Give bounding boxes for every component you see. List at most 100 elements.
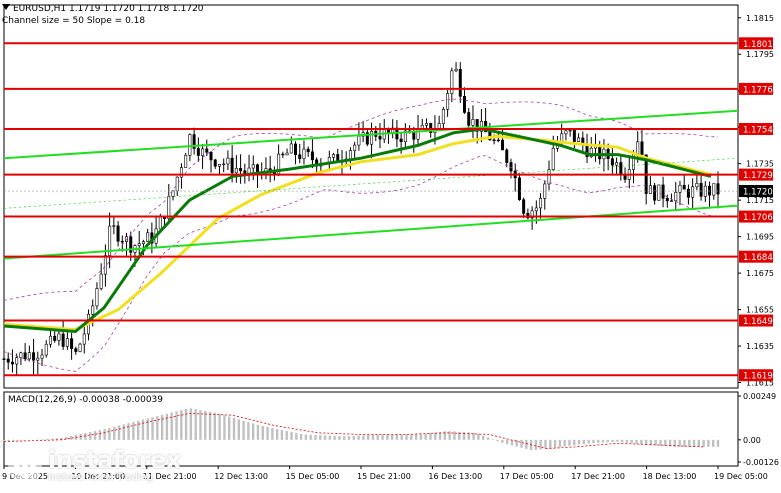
candle-body bbox=[158, 215, 162, 230]
candle-body bbox=[184, 154, 188, 168]
candle-body bbox=[429, 123, 433, 133]
candle-body bbox=[146, 232, 150, 242]
time-axis-label: 18 Dec 13:00 bbox=[643, 472, 697, 481]
candle-body bbox=[213, 159, 217, 167]
candle-body bbox=[192, 134, 196, 149]
level-label-bg bbox=[739, 369, 773, 382]
candle-body bbox=[36, 357, 40, 361]
time-axis-label: 15 Dec 05:00 bbox=[286, 472, 340, 481]
time-axis-label: 10 Dec 21:00 bbox=[71, 472, 125, 481]
candle-body bbox=[234, 168, 238, 174]
candle-body bbox=[44, 343, 48, 356]
level-label-bg bbox=[739, 82, 773, 95]
candle-body bbox=[137, 243, 141, 246]
candle-body bbox=[19, 352, 23, 358]
candle-body bbox=[48, 335, 52, 345]
price-axis-label: 1.1815 bbox=[746, 14, 774, 23]
candle-body bbox=[201, 148, 205, 156]
candle-body bbox=[332, 154, 336, 158]
candle-body bbox=[302, 148, 306, 160]
price-axis-label: 1.1795 bbox=[746, 50, 774, 59]
candle-body bbox=[674, 192, 678, 202]
time-axis-label: 17 Dec 05:00 bbox=[500, 472, 554, 481]
candle-body bbox=[353, 144, 357, 151]
candle-body bbox=[610, 158, 614, 166]
candle-body bbox=[615, 162, 619, 166]
candle-body bbox=[294, 143, 298, 156]
candle-body bbox=[505, 149, 509, 163]
candle-body bbox=[6, 358, 10, 363]
symbol-info-text: EURUSD,H1 1.1719 1.1720 1.1718 1.1720 bbox=[13, 4, 204, 14]
channel-lower-line bbox=[3, 204, 739, 260]
collapse-triangle-icon[interactable] bbox=[2, 4, 10, 10]
candle-body bbox=[91, 305, 95, 315]
level-label-bg bbox=[739, 210, 773, 223]
symbol-info: EURUSD,H1 1.1719 1.1720 1.1718 1.1720 bbox=[2, 3, 204, 15]
candle-body bbox=[471, 119, 475, 126]
candle-body bbox=[40, 354, 44, 359]
candle-body bbox=[678, 184, 682, 193]
level-label: 1.1649 bbox=[743, 317, 773, 327]
candle-body bbox=[623, 174, 627, 180]
candle-body bbox=[378, 136, 382, 140]
candle-body bbox=[15, 357, 19, 365]
candle-body bbox=[665, 198, 669, 202]
candle-body bbox=[175, 176, 179, 192]
candle-body bbox=[530, 210, 534, 219]
candle-body bbox=[99, 273, 103, 289]
candle-body bbox=[640, 141, 644, 156]
candle-body bbox=[298, 154, 302, 160]
candle-body bbox=[572, 129, 576, 142]
candle-body bbox=[564, 130, 568, 135]
level-label: 1.1729 bbox=[743, 171, 773, 181]
candle-body bbox=[653, 185, 657, 201]
price-axis-label: 1.1695 bbox=[746, 233, 774, 242]
candle-body bbox=[310, 151, 314, 161]
bollinger-upper-line bbox=[3, 98, 719, 301]
candle-body bbox=[53, 335, 57, 341]
price-axis-label: 1.1735 bbox=[746, 160, 774, 169]
price-axis-label: 1.1655 bbox=[746, 306, 774, 315]
candle-body bbox=[108, 225, 112, 256]
level-label: 1.1706 bbox=[743, 213, 773, 223]
candle-body bbox=[65, 338, 69, 347]
candles-group bbox=[2, 62, 720, 376]
candle-body bbox=[509, 162, 513, 172]
candle-body bbox=[403, 130, 407, 143]
candle-body bbox=[691, 186, 695, 198]
candle-body bbox=[27, 352, 31, 360]
candle-body bbox=[695, 183, 699, 188]
time-axis-label: 19 Dec 05:00 bbox=[714, 472, 768, 481]
macd-label: MACD(12,26,9) -0.00038 -0.00039 bbox=[8, 395, 164, 405]
candle-body bbox=[120, 240, 124, 243]
candle-body bbox=[10, 361, 14, 365]
candle-body bbox=[522, 199, 526, 214]
candle-body bbox=[348, 150, 352, 160]
candle-body bbox=[716, 183, 720, 195]
price-axis-label: 1.1675 bbox=[746, 269, 774, 278]
candle-body bbox=[179, 167, 183, 178]
level-label: 1.1776 bbox=[743, 85, 773, 95]
level-label-bg bbox=[739, 168, 773, 181]
candle-body bbox=[247, 167, 251, 174]
candle-body bbox=[129, 236, 133, 253]
candle-body bbox=[670, 200, 674, 202]
ma-slow-line bbox=[3, 134, 712, 332]
level-label: 1.1801 bbox=[743, 40, 773, 50]
candle-body bbox=[454, 68, 458, 72]
candle-body bbox=[239, 168, 243, 172]
candle-body bbox=[209, 151, 213, 161]
candle-body bbox=[78, 343, 82, 352]
candle-body bbox=[475, 119, 479, 132]
candle-body bbox=[551, 148, 555, 170]
candle-body bbox=[141, 241, 145, 244]
bollinger-lower-line bbox=[3, 155, 719, 372]
time-axis-label: 11 Dec 21:00 bbox=[143, 472, 197, 481]
candle-body bbox=[167, 196, 171, 219]
candle-body bbox=[636, 141, 640, 154]
macd-axis-label: 0.00249 bbox=[743, 392, 776, 401]
price-axis-label: 1.1715 bbox=[746, 196, 774, 205]
candle-body bbox=[2, 358, 6, 360]
